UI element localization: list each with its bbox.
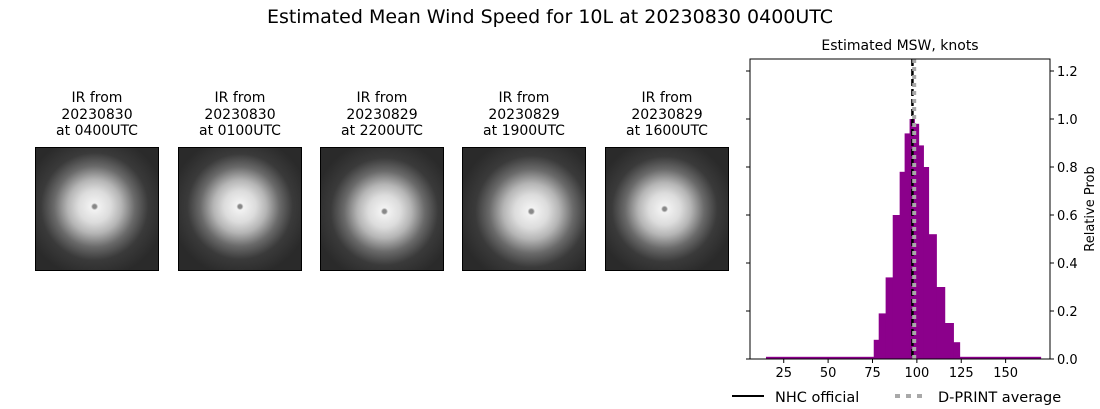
- ir-satellite-image: [462, 147, 586, 271]
- caption-line: 20230829: [488, 106, 560, 123]
- x-tick-label: 75: [864, 366, 881, 381]
- panel-caption: IR from 20230829 at 1900UTC: [444, 90, 604, 140]
- x-tick-label: 50: [820, 366, 837, 381]
- ir-satellite-image: [35, 147, 159, 271]
- x-tick-label: 150: [993, 366, 1018, 381]
- panel-caption: IR from 20230829 at 2200UTC: [302, 90, 462, 140]
- histogram-bar: [904, 133, 911, 359]
- x-tick-label: 25: [775, 366, 792, 381]
- ir-satellite-image: [320, 147, 444, 271]
- y-tick-label: 0.0: [1057, 353, 1078, 368]
- histogram-bar: [928, 234, 937, 359]
- caption-line: at 0100UTC: [199, 123, 281, 139]
- caption-line: at 2200UTC: [341, 123, 423, 139]
- y-tick-label: 0.2: [1057, 305, 1078, 320]
- histogram-bar: [923, 167, 930, 359]
- y-axis-label: Relative Prob: [1083, 166, 1098, 251]
- caption-line: IR from: [356, 90, 408, 106]
- caption-line: IR from: [641, 90, 693, 106]
- panel-caption: IR from 20230830 at 0100UTC: [160, 90, 320, 140]
- histogram-bar: [936, 287, 946, 359]
- histogram-bar: [878, 313, 887, 359]
- caption-line: at 1900UTC: [483, 123, 565, 139]
- ir-satellite-image: [178, 147, 302, 271]
- panel-caption: IR from 20230830 at 0400UTC: [17, 90, 177, 140]
- caption-line: at 1600UTC: [626, 123, 708, 139]
- plot-frame: [749, 58, 1051, 360]
- panel-caption: IR from 20230829 at 1600UTC: [587, 90, 747, 140]
- histogram-bar: [918, 145, 924, 359]
- y-tick-label: 1.2: [1057, 65, 1078, 80]
- x-tick-label: 125: [949, 366, 974, 381]
- y-tick-label: 0.6: [1057, 209, 1078, 224]
- caption-line: 20230829: [631, 106, 703, 123]
- histogram-bar: [885, 277, 894, 359]
- caption-line: 20230830: [61, 106, 133, 123]
- caption-line: IR from: [71, 90, 123, 106]
- histogram-bar: [953, 342, 961, 359]
- histogram-bar: [914, 123, 920, 359]
- y-tick-label: 0.8: [1057, 161, 1078, 176]
- caption-line: 20230829: [346, 106, 418, 123]
- y-tick-label: 0.4: [1057, 257, 1078, 272]
- y-tick-label: 1.0: [1057, 113, 1078, 128]
- caption-line: 20230830: [204, 106, 276, 123]
- caption-line: IR from: [498, 90, 550, 106]
- histogram-bar: [899, 171, 906, 359]
- ir-satellite-image: [605, 147, 729, 271]
- histogram-bar: [944, 323, 954, 359]
- figure-title: Estimated Mean Wind Speed for 10L at 202…: [266, 6, 834, 28]
- histogram-bar: [873, 339, 880, 359]
- histogram-bar: [892, 215, 901, 359]
- legend-nhc-label: NHC official: [775, 390, 859, 406]
- caption-line: at 0400UTC: [56, 123, 138, 139]
- caption-line: IR from: [214, 90, 266, 106]
- chart-title: Estimated MSW, knots: [821, 38, 978, 54]
- legend-dprint-label: D-PRINT average: [938, 390, 1061, 406]
- x-tick-label: 100: [904, 366, 929, 381]
